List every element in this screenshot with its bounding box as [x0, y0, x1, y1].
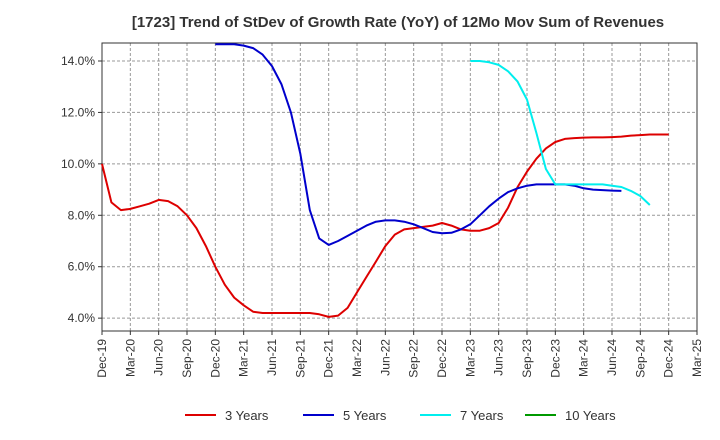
- x-tick-label: Sep-23: [520, 339, 534, 378]
- x-tick-label: Dec-20: [208, 339, 222, 378]
- x-tick-label: Sep-24: [633, 339, 647, 378]
- y-tick-label: 4.0%: [68, 311, 96, 325]
- x-tick-label: Jun-20: [152, 339, 166, 376]
- y-tick-label: 8.0%: [68, 208, 96, 222]
- x-tick-label: Sep-21: [293, 339, 307, 378]
- series-line-3-years: [101, 133, 669, 318]
- x-tick-label: Dec-22: [435, 339, 449, 378]
- x-tick-label: Mar-23: [463, 339, 477, 377]
- series-line-7-years: [470, 60, 651, 206]
- axes: 4.0% 6.0% 8.0% 10.0% 12.0% 14.0% Dec-19 Mar-20 J…: [61, 42, 704, 378]
- x-tick-label: Dec-24: [662, 339, 676, 378]
- x-tick-label: Mar-20: [123, 339, 137, 377]
- x-tick-label: Sep-20: [180, 339, 194, 378]
- y-tick-label: 12.0%: [61, 105, 95, 119]
- x-tick-label: Mar-21: [237, 339, 251, 377]
- legend-label: 5 Years: [343, 408, 387, 423]
- x-tick-label: Mar-25: [690, 339, 704, 377]
- y-tick-label: 10.0%: [61, 157, 95, 171]
- x-tick-label: Dec-19: [95, 339, 109, 378]
- grid-lines: [101, 43, 698, 331]
- x-tick-label: Jun-21: [265, 339, 279, 376]
- x-tick-label: Jun-23: [492, 339, 506, 376]
- y-tick-label: 14.0%: [61, 54, 95, 68]
- y-tick-label: 6.0%: [68, 260, 96, 274]
- legend: 3 Years 5 Years 7 Years 10 Years: [185, 408, 616, 423]
- x-tick-label: Dec-23: [548, 339, 562, 378]
- legend-label: 10 Years: [565, 408, 616, 423]
- x-tick-label: Dec-21: [322, 339, 336, 378]
- plot-frame: [101, 42, 698, 332]
- legend-label: 7 Years: [460, 408, 504, 423]
- x-tick-label: Mar-22: [350, 339, 364, 377]
- chart-title: [1723] Trend of StDev of Growth Rate (Yo…: [132, 14, 664, 31]
- series-line-5-years: [215, 43, 622, 246]
- series-lines: [101, 43, 669, 318]
- x-tick-label: Mar-24: [577, 339, 591, 377]
- x-tick-label: Jun-22: [378, 339, 392, 376]
- x-tick-label: Sep-22: [407, 339, 421, 378]
- x-tick-label: Jun-24: [605, 339, 619, 376]
- legend-label: 3 Years: [225, 408, 269, 423]
